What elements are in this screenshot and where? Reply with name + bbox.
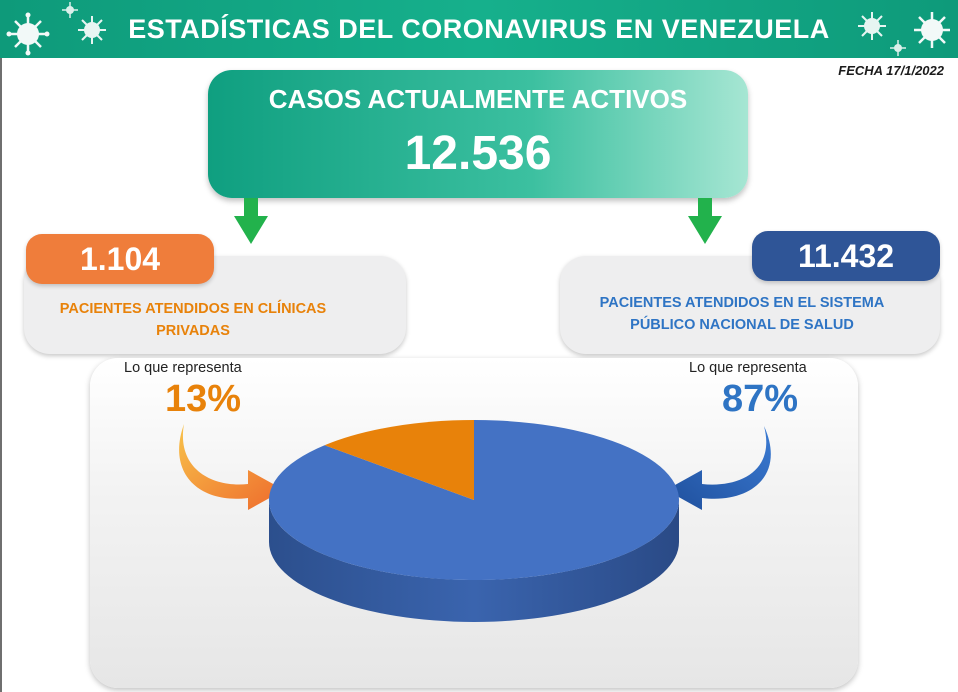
public-represents-label: Lo que representa [689, 360, 807, 376]
private-percentage: 13% [165, 378, 242, 420]
virus-icon [890, 40, 906, 56]
public-system-label: PACIENTES ATENDIDOS EN EL SISTEMA PÚBLIC… [599, 295, 885, 333]
page-title: ESTADÍSTICAS DEL CORONAVIRUS EN VENEZUEL… [128, 14, 830, 44]
active-cases-label: CASOS ACTUALMENTE ACTIVOS [268, 84, 688, 114]
private-clinics-label: PACIENTES ATENDIDOS EN CLÍNICAS PRIVADAS [59, 301, 327, 339]
pie-side-wall [269, 500, 679, 622]
pie-slice-private [324, 420, 474, 500]
header-banner [0, 0, 958, 58]
active-cases-value: 12.536 [404, 127, 552, 180]
private-clinics-value: 1.104 [26, 234, 214, 284]
curved-arrow-blue-icon [666, 426, 771, 510]
report-date: FECHA 17/1/2022 [838, 63, 944, 78]
virus-decorations [6, 2, 950, 56]
virus-icon [914, 12, 950, 48]
virus-icon [858, 12, 886, 40]
left-divider [0, 58, 2, 692]
active-cases-box: CASOS ACTUALMENTE ACTIVOS 12.536 [208, 70, 748, 198]
virus-icon [6, 12, 50, 56]
curved-arrow-orange-icon [179, 424, 284, 510]
public-percentage: 87% [722, 378, 799, 420]
public-system-value: 11.432 [752, 231, 940, 281]
private-represents-label: Lo que representa [124, 360, 242, 376]
virus-icon [78, 16, 106, 44]
virus-icon [62, 2, 78, 18]
pie-chart-slices [269, 420, 679, 622]
